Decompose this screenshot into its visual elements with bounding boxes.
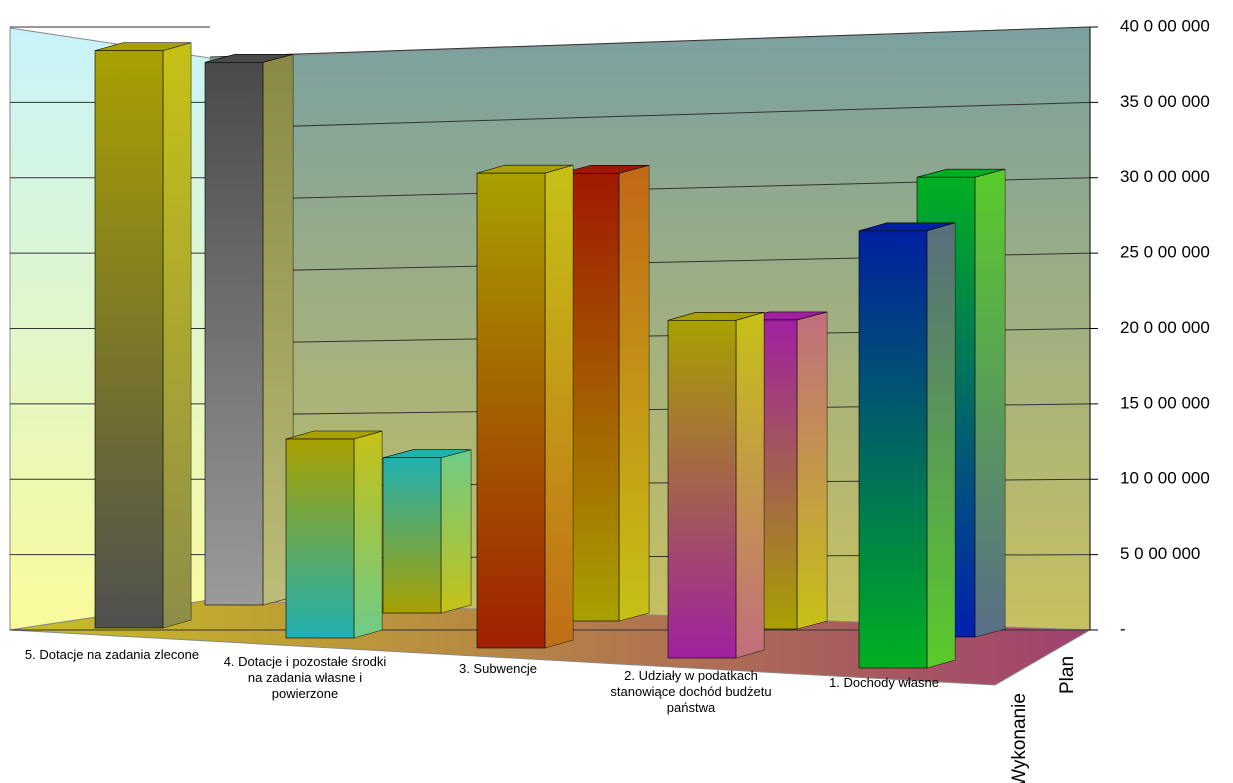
- bar: [94, 50, 164, 629]
- bar: [858, 230, 928, 669]
- bar-side-shade: [975, 169, 1005, 637]
- y-tick-label: 35 0 00 000: [1120, 92, 1210, 111]
- x-tick-label: 5. Dotacje na zadania zlecone: [24, 647, 200, 662]
- y-tick-label: 5 0 00 000: [1120, 544, 1200, 563]
- bar: [476, 172, 546, 649]
- bar: [667, 320, 737, 659]
- x-tick-label: 1. Dochody własne: [829, 675, 939, 690]
- grid-line: [209, 101, 1091, 130]
- bar-side-shade: [441, 449, 471, 613]
- bar-side-shade: [736, 312, 764, 658]
- x-tick-label: 3. Subwencje: [458, 661, 538, 676]
- x-tick-label: 4. Dotacje i pozostałe środki na zadania…: [223, 654, 387, 701]
- bar-side-shade: [354, 431, 382, 638]
- y-tick-label: 20 0 00 000: [1120, 318, 1210, 337]
- series-label: Wykonanie: [1009, 693, 1030, 783]
- bar-side-shade: [619, 165, 649, 621]
- y-tick-label: 30 0 00 000: [1120, 167, 1210, 186]
- y-tick-label: 40 0 00 000: [1120, 16, 1210, 35]
- bar-side-shade: [263, 54, 293, 606]
- grid-line: [209, 26, 1091, 58]
- bar-side-shade: [545, 165, 573, 648]
- bar-side-shade: [797, 311, 827, 629]
- bar-side-shade: [163, 42, 191, 628]
- bar: [382, 457, 442, 614]
- bar: [204, 61, 264, 606]
- y-tick-label: 15 0 00 000: [1120, 393, 1210, 412]
- y-tick-label: 10 0 00 000: [1120, 469, 1210, 488]
- bar: [285, 438, 355, 639]
- series-label: Plan: [1057, 656, 1078, 694]
- bar-side-shade: [927, 222, 955, 668]
- y-tick-label: -: [1120, 619, 1126, 638]
- x-tick-label: 2. Udziały w podatkach stanowiące dochód…: [610, 668, 772, 715]
- y-tick-label: 25 0 00 000: [1120, 243, 1210, 262]
